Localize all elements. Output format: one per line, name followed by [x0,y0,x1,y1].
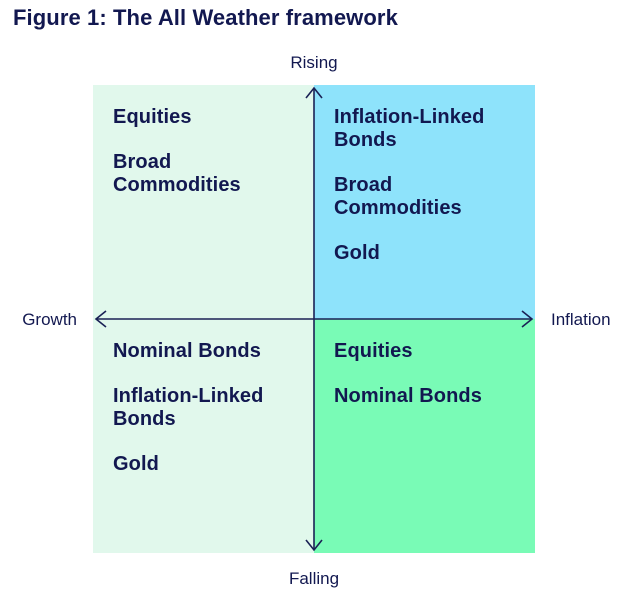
axis-label-inflation: Inflation [551,310,611,329]
axis-label-falling: Falling [288,569,340,588]
quadrant-item: Equities [113,106,192,128]
quadrant-item: Nominal Bonds [113,340,261,362]
quadrant-item: Broad Commodities [334,174,462,219]
figure-title: Figure 1: The All Weather framework [13,5,398,30]
quadrant-item: Gold [334,242,380,264]
quadrant-item: Nominal Bonds [334,385,482,407]
quadrant-item: Broad Commodities [113,151,241,196]
axis-label-growth: Growth [22,310,77,329]
quadrant-item: Equities [334,340,413,362]
quadrant-item: Inflation-Linked Bonds [113,385,264,430]
quadrant-inflation-rising: Inflation-Linked Bonds Broad Commodities… [314,85,535,319]
quadrant-growth-rising: Equities Broad Commodities [93,85,314,319]
quadrant-growth-falling: Nominal Bonds Inflation-Linked Bonds Gol… [93,319,314,553]
quadrant-item: Gold [113,453,159,475]
axis-label-rising: Rising [290,53,338,72]
quadrant-item: Inflation-Linked Bonds [334,106,485,151]
quadrant-grid: Equities Broad Commodities Inflation-Lin… [93,85,535,553]
quadrant-inflation-falling: Equities Nominal Bonds [314,319,535,553]
